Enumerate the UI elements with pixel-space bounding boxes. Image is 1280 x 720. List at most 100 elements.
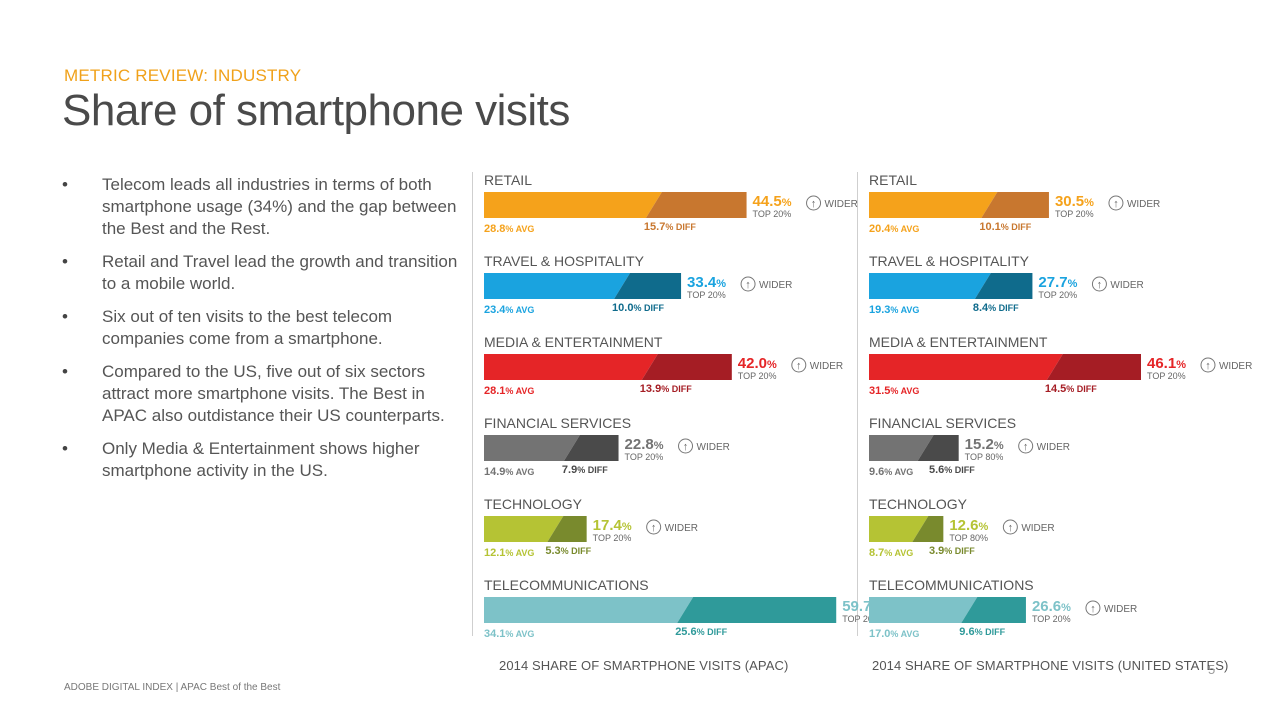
category-label: TRAVEL & HOSPITALITY	[869, 253, 1030, 269]
diff-label: 7.9% DIFF	[562, 464, 608, 476]
avg-label: 28.8% AVG	[484, 223, 534, 235]
arrow-up-icon: ↑	[811, 198, 817, 210]
top-value-label: 15.2%	[965, 436, 1004, 453]
category-label: RETAIL	[869, 172, 917, 188]
bar-avg	[484, 516, 564, 542]
bullet-item: Only Media & Entertainment shows higher …	[62, 438, 462, 482]
arrow-up-icon: ↑	[745, 279, 751, 291]
chart-title-apac: 2014 SHARE OF SMARTPHONE VISITS (APAC)	[499, 658, 789, 673]
bar-diff	[614, 273, 682, 299]
category-label: TELECOMMUNICATIONS	[869, 577, 1034, 593]
avg-label: 14.9% AVG	[484, 466, 534, 478]
wider-label: WIDER	[825, 199, 858, 210]
top-value-label: 26.6%	[1032, 598, 1071, 615]
bar-diff	[961, 597, 1026, 623]
wider-label: WIDER	[697, 442, 730, 453]
wider-label: WIDER	[1037, 442, 1070, 453]
wider-circle	[1085, 600, 1101, 616]
avg-label: 31.5% AVG	[869, 385, 919, 397]
wider-circle	[806, 195, 822, 211]
bar-avg	[484, 597, 694, 623]
avg-label: 20.4% AVG	[869, 223, 919, 235]
arrow-up-icon: ↑	[683, 441, 689, 453]
top-percent-label: TOP 20%	[1032, 614, 1071, 624]
category-label: TECHNOLOGY	[869, 496, 968, 512]
bar-diff	[917, 435, 959, 461]
top-percent-label: TOP 20%	[842, 614, 881, 624]
top-percent-label: TOP 20%	[687, 290, 726, 300]
category-label: TELECOMMUNICATIONS	[484, 577, 649, 593]
bar-avg	[869, 273, 991, 299]
bar-diff	[981, 192, 1049, 218]
arrow-up-icon: ↑	[796, 360, 802, 372]
arrow-up-icon: ↑	[1205, 360, 1211, 372]
wider-label: WIDER	[1127, 199, 1160, 210]
top-value-label: 27.7%	[1038, 274, 1077, 291]
top-value-label: 12.6%	[949, 517, 988, 534]
bar-diff	[912, 516, 944, 542]
chart-row: RETAIL 28.8% AVG 15.7% DIFF 44.5%TOP 20% ↑ WI…	[484, 172, 858, 235]
bar-diff	[974, 273, 1033, 299]
avg-label: 28.1% AVG	[484, 385, 534, 397]
wider-label: WIDER	[1219, 361, 1252, 372]
wider-circle	[1091, 276, 1107, 292]
bar-avg	[869, 516, 929, 542]
diff-label: 15.7% DIFF	[644, 221, 696, 233]
bar-avg	[484, 354, 658, 380]
top-percent-label: TOP 20%	[1038, 290, 1077, 300]
chart-row: TRAVEL & HOSPITALITY 23.4% AVG 10.0% DIFF 3…	[484, 253, 792, 316]
wider-circle	[678, 438, 694, 454]
bar-avg	[869, 435, 934, 461]
category-label: TECHNOLOGY	[484, 496, 583, 512]
wider-circle	[1108, 195, 1124, 211]
page-number: 5	[1208, 662, 1216, 677]
chart-title-us: 2014 SHARE OF SMARTPHONE VISITS (UNITED …	[872, 658, 1229, 673]
wider-circle	[1002, 519, 1018, 535]
kicker: METRIC REVIEW: INDUSTRY	[64, 66, 302, 85]
bar-diff	[641, 354, 732, 380]
chart-apac: RETAIL 28.8% AVG 15.7% DIFF 44.5% TOP 20% ↑ WI…	[484, 172, 948, 640]
diff-label: 9.6% DIFF	[959, 626, 1005, 638]
diff-label: 3.9% DIFF	[929, 545, 975, 557]
page-title: Share of smartphone visits	[62, 86, 570, 135]
diff-label: 10.0% DIFF	[612, 302, 664, 314]
chart-divider-us	[857, 172, 858, 636]
wider-circle	[1018, 438, 1034, 454]
bar-avg	[869, 192, 998, 218]
chart-row: FINANCIAL SERVICES 9.6% AVG 5.6% DIFF 15.2%…	[869, 415, 1070, 478]
bar-diff	[1046, 354, 1141, 380]
arrow-up-icon: ↑	[1023, 441, 1028, 453]
category-label: MEDIA & ENTERTAINMENT	[869, 334, 1048, 350]
bar-diff	[645, 192, 747, 218]
diff-label: 25.6% DIFF	[675, 626, 727, 638]
top-percent-label: TOP 20%	[625, 452, 664, 462]
category-label: RETAIL	[484, 172, 532, 188]
bar-avg	[484, 192, 662, 218]
top-percent-label: TOP 20%	[593, 533, 632, 543]
bar-avg	[484, 273, 631, 299]
wider-label: WIDER	[1110, 280, 1143, 291]
diff-label: 5.6% DIFF	[929, 464, 975, 476]
bar-avg	[869, 597, 978, 623]
wider-label: WIDER	[810, 361, 843, 372]
chart-row: FINANCIAL SERVICES 14.9% AVG 7.9% DIFF 22.8…	[484, 415, 730, 478]
arrow-up-icon: ↑	[1008, 522, 1014, 534]
top-value-label: 46.1%	[1147, 355, 1186, 372]
bar-avg	[869, 354, 1063, 380]
wider-circle	[646, 519, 662, 535]
top-percent-label: TOP 80%	[965, 452, 1004, 462]
top-value-label: 33.4%	[687, 274, 726, 291]
category-label: FINANCIAL SERVICES	[869, 415, 1016, 431]
wider-circle	[791, 357, 807, 373]
top-value-label: 22.8%	[625, 436, 664, 453]
wider-label: WIDER	[759, 280, 792, 291]
footer-source: ADOBE DIGITAL INDEX | APAC Best of the B…	[64, 682, 281, 693]
top-value-label: 44.5%	[753, 193, 792, 210]
diff-label: 5.3% DIFF	[545, 545, 591, 557]
top-percent-label: TOP 80%	[949, 533, 988, 543]
wider-circle	[740, 276, 756, 292]
diff-label: 14.5% DIFF	[1045, 383, 1097, 395]
avg-label: 23.4% AVG	[484, 304, 534, 316]
